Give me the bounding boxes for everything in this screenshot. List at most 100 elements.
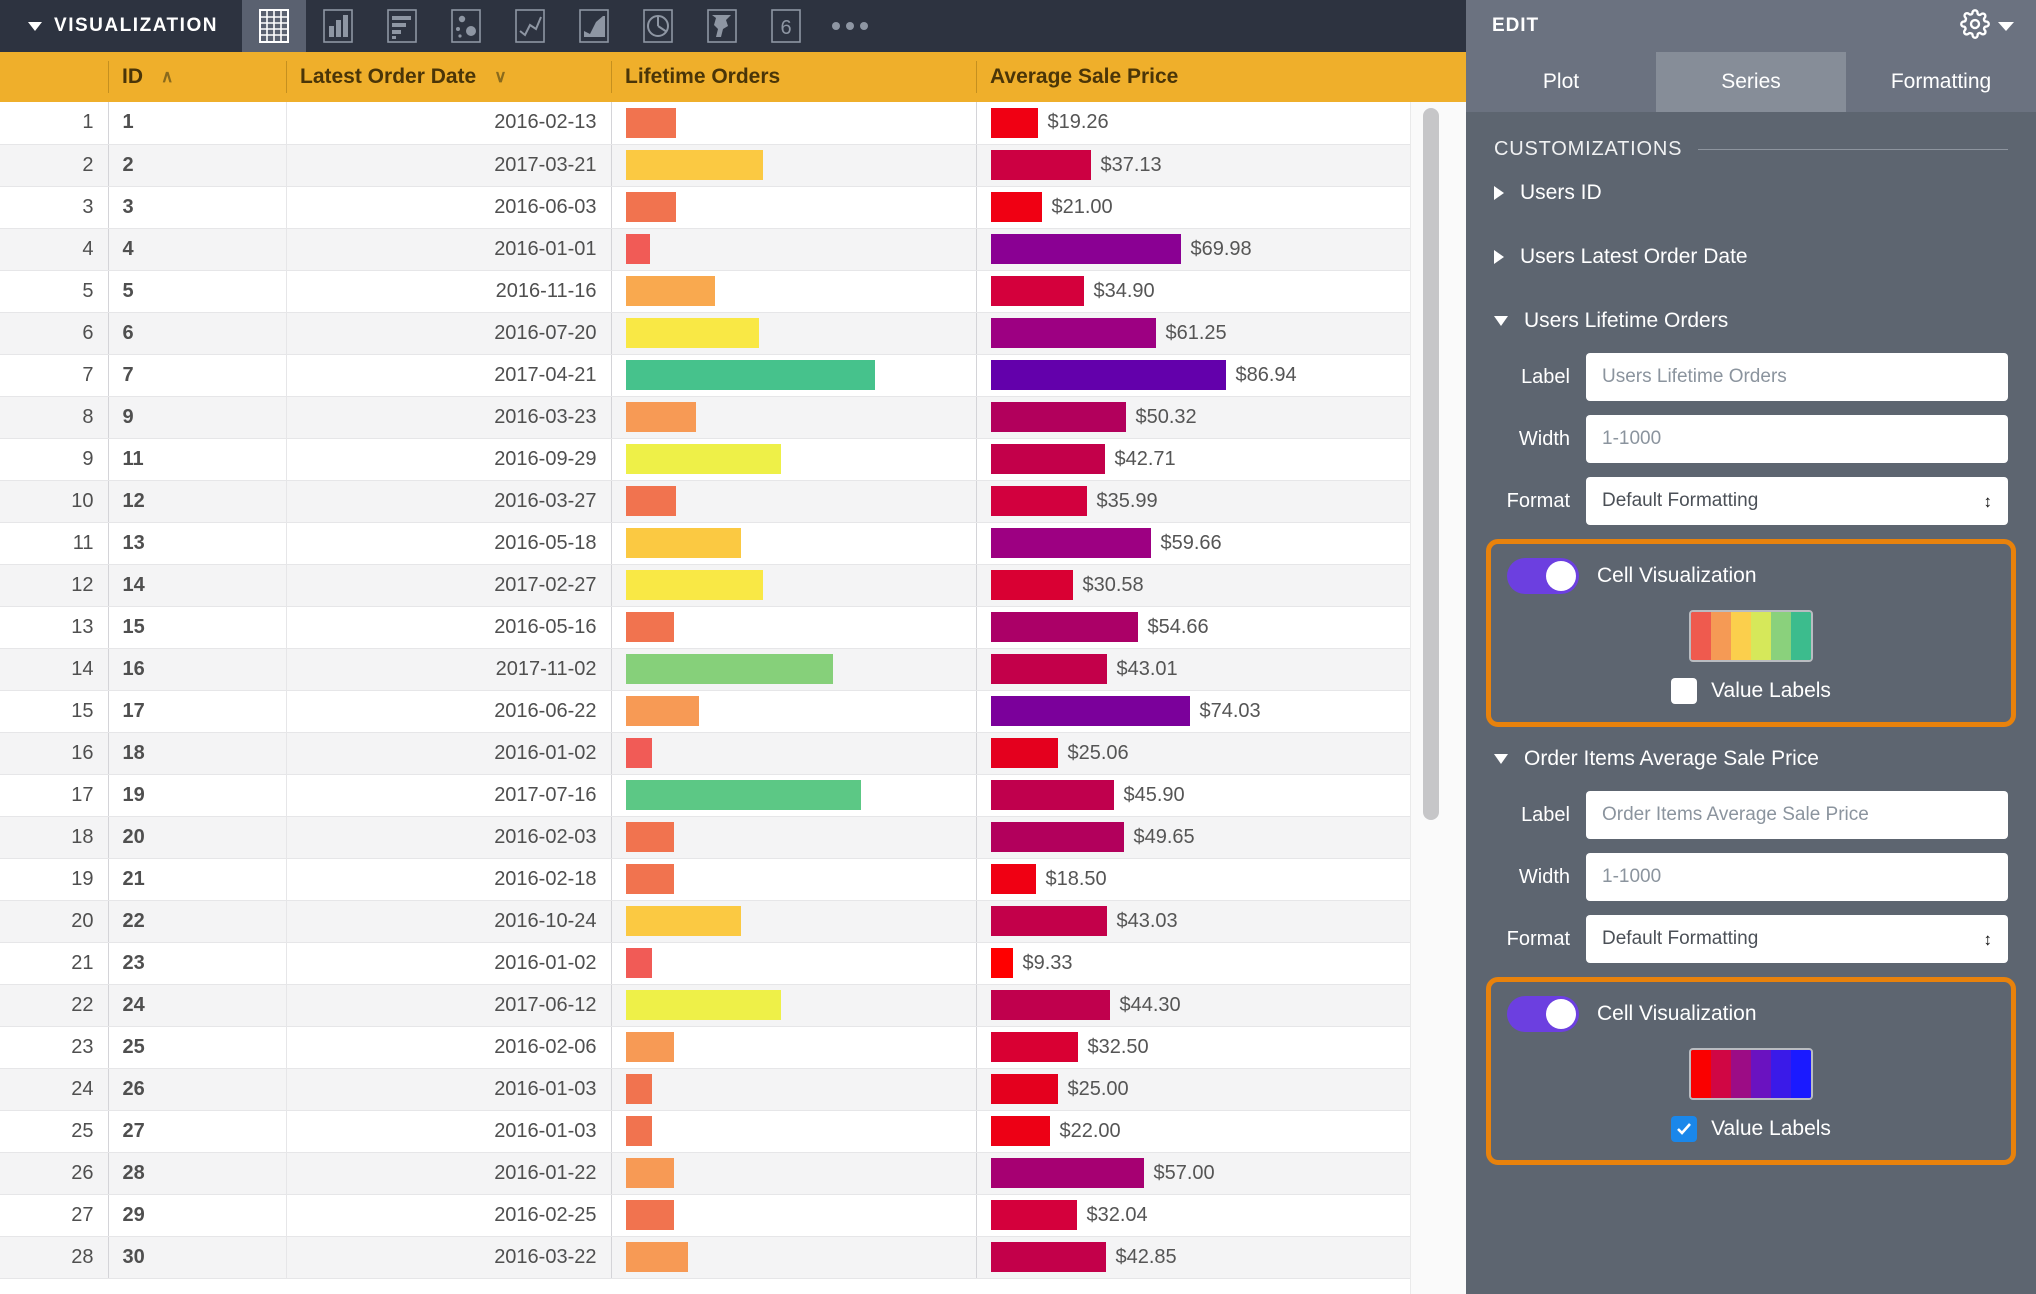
- single-value-icon[interactable]: 6: [754, 0, 818, 52]
- palette-swatch[interactable]: [1791, 612, 1811, 660]
- customization-group-toggle[interactable]: Users Latest Order Date: [1466, 225, 2036, 289]
- cell-average-sale-price: $35.99: [975, 480, 1466, 523]
- bar-chart-icon[interactable]: [370, 0, 434, 52]
- table-row[interactable]: 11 13 2016-05-18 $59.66: [0, 522, 1466, 565]
- table-row[interactable]: 23 25 2016-02-06 $32.50: [0, 1026, 1466, 1069]
- table-row[interactable]: 16 18 2016-01-02 $25.06: [0, 732, 1466, 775]
- table-row[interactable]: 13 15 2016-05-16 $54.66: [0, 606, 1466, 649]
- lifetime-orders-bar: [625, 486, 676, 516]
- table-row[interactable]: 14 16 2017-11-02 $43.01: [0, 648, 1466, 691]
- cell-visualization-toggle[interactable]: [1507, 558, 1579, 594]
- select-stepper-icon[interactable]: ↕: [1983, 491, 1993, 511]
- chevron-down-icon[interactable]: [1494, 316, 1508, 326]
- customization-group-toggle[interactable]: Users ID: [1466, 161, 2036, 225]
- customization-group-toggle[interactable]: Users Lifetime Orders: [1466, 289, 2036, 353]
- palette-swatch[interactable]: [1751, 1050, 1771, 1098]
- palette-swatch[interactable]: [1791, 1050, 1811, 1098]
- palette-picker[interactable]: [1689, 1048, 1813, 1100]
- table-row[interactable]: 1 1 2016-02-13 $19.26: [0, 102, 1466, 145]
- caret-down-icon[interactable]: [28, 21, 42, 31]
- cell-visualization-toggle[interactable]: [1507, 996, 1579, 1032]
- table-row[interactable]: 24 26 2016-01-03 $25.00: [0, 1068, 1466, 1111]
- palette-swatch[interactable]: [1711, 612, 1731, 660]
- label-input[interactable]: [1586, 791, 2008, 839]
- table-row[interactable]: 27 29 2016-02-25 $32.04: [0, 1194, 1466, 1237]
- chevron-right-icon[interactable]: [1494, 186, 1504, 200]
- map-chart-icon[interactable]: [690, 0, 754, 52]
- column-header-latest-order-date[interactable]: Latest Order Date ∨: [286, 52, 611, 102]
- width-input[interactable]: [1586, 853, 2008, 901]
- cell-id: 28: [107, 1152, 286, 1195]
- table-row[interactable]: 8 9 2016-03-23 $50.32: [0, 396, 1466, 439]
- chevron-right-icon[interactable]: [1494, 250, 1504, 264]
- more-options-icon[interactable]: [818, 0, 882, 52]
- tab-formatting[interactable]: Formatting: [1890, 70, 1992, 93]
- table-row[interactable]: 15 17 2016-06-22 $74.03: [0, 690, 1466, 733]
- column-header-lifetime-orders[interactable]: Lifetime Orders: [611, 52, 976, 102]
- palette-swatch[interactable]: [1731, 612, 1751, 660]
- palette-swatch[interactable]: [1691, 1050, 1711, 1098]
- table-row[interactable]: 6 6 2016-07-20 $61.25: [0, 312, 1466, 355]
- table-row[interactable]: 12 14 2017-02-27 $30.58: [0, 564, 1466, 607]
- visualization-title-group[interactable]: VISUALIZATION: [0, 0, 242, 52]
- palette-swatch[interactable]: [1771, 612, 1791, 660]
- settings-menu-trigger[interactable]: [1960, 8, 2014, 44]
- palette-swatch[interactable]: [1691, 612, 1711, 660]
- table-row[interactable]: 28 30 2016-03-22 $42.85: [0, 1236, 1466, 1279]
- palette-swatch[interactable]: [1751, 612, 1771, 660]
- sort-desc-icon[interactable]: ∨: [494, 67, 507, 86]
- table-row[interactable]: 4 4 2016-01-01 $69.98: [0, 228, 1466, 271]
- format-select[interactable]: Default Formatting ↕: [1586, 915, 2008, 963]
- row-index: 14: [0, 648, 108, 691]
- table-row[interactable]: 21 23 2016-01-02 $9.33: [0, 942, 1466, 985]
- gear-icon[interactable]: [1960, 8, 1990, 44]
- sort-asc-icon[interactable]: ∧: [161, 67, 174, 86]
- customization-group-toggle[interactable]: Order Items Average Sale Price: [1466, 727, 2036, 791]
- tab-plot[interactable]: Plot: [1542, 70, 1580, 93]
- scatter-chart-icon[interactable]: [434, 0, 498, 52]
- row-index: 16: [0, 732, 108, 775]
- column-chart-icon[interactable]: [306, 0, 370, 52]
- caret-down-icon[interactable]: [1998, 21, 2014, 31]
- table-row[interactable]: 22 24 2017-06-12 $44.30: [0, 984, 1466, 1027]
- table-row[interactable]: 10 12 2016-03-27 $35.99: [0, 480, 1466, 523]
- edit-panel-header: EDIT: [1466, 0, 2036, 52]
- table-row[interactable]: 18 20 2016-02-03 $49.65: [0, 816, 1466, 859]
- palette-swatch[interactable]: [1731, 1050, 1751, 1098]
- table-row[interactable]: 17 19 2017-07-16 $45.90: [0, 774, 1466, 817]
- customizations-section-title: CUSTOMIZATIONS: [1466, 138, 2036, 161]
- column-header-id[interactable]: ID ∧: [108, 52, 286, 102]
- palette-swatch[interactable]: [1711, 1050, 1731, 1098]
- lifetime-orders-bar: [625, 780, 861, 810]
- table-row[interactable]: 5 5 2016-11-16 $34.90: [0, 270, 1466, 313]
- table-vertical-scrollbar[interactable]: [1419, 102, 1443, 1294]
- cell-lifetime-orders: [610, 816, 976, 859]
- table-row[interactable]: 7 7 2017-04-21 $86.94: [0, 354, 1466, 397]
- value-labels-checkbox[interactable]: [1671, 678, 1698, 704]
- table-row[interactable]: 3 3 2016-06-03 $21.00: [0, 186, 1466, 229]
- format-select[interactable]: Default Formatting ↕: [1586, 477, 2008, 525]
- pie-chart-icon[interactable]: [626, 0, 690, 52]
- table-row[interactable]: 2 2 2017-03-21 $37.13: [0, 144, 1466, 187]
- table-row[interactable]: 25 27 2016-01-03 $22.00: [0, 1110, 1466, 1153]
- cell-average-sale-price: $59.66: [975, 522, 1466, 565]
- cell-latest-order-date: 2017-07-16: [285, 774, 611, 817]
- line-chart-icon[interactable]: [498, 0, 562, 52]
- palette-picker[interactable]: [1689, 610, 1813, 662]
- width-input[interactable]: [1586, 415, 2008, 463]
- table-row[interactable]: 26 28 2016-01-22 $57.00: [0, 1152, 1466, 1195]
- table-scrollbar-thumb[interactable]: [1423, 108, 1439, 820]
- table-row[interactable]: 9 11 2016-09-29 $42.71: [0, 438, 1466, 481]
- table-chart-icon[interactable]: [242, 0, 307, 52]
- label-input[interactable]: [1586, 353, 2008, 401]
- table-row[interactable]: 20 22 2016-10-24 $43.03: [0, 900, 1466, 943]
- palette-swatch[interactable]: [1771, 1050, 1791, 1098]
- tab-series[interactable]: Series: [1656, 52, 1846, 112]
- svg-text:6: 6: [780, 17, 791, 39]
- select-stepper-icon[interactable]: ↕: [1983, 929, 1993, 949]
- column-header-average-sale-price[interactable]: Average Sale Price: [976, 52, 1466, 102]
- chevron-down-icon[interactable]: [1494, 754, 1508, 764]
- value-labels-checkbox[interactable]: [1671, 1116, 1698, 1142]
- table-row[interactable]: 19 21 2016-02-18 $18.50: [0, 858, 1466, 901]
- area-chart-icon[interactable]: [562, 0, 626, 52]
